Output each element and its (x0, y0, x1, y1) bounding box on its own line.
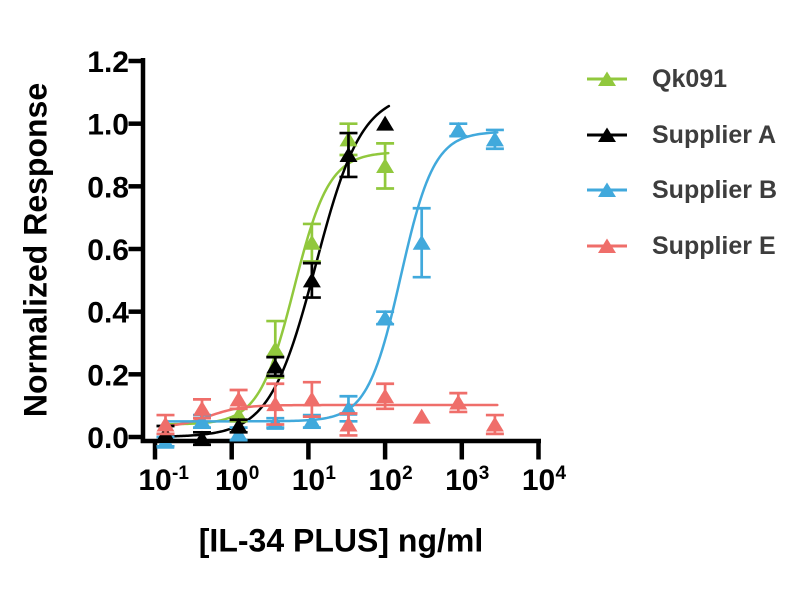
y-tick-label: 0.4 (87, 297, 129, 330)
data-point-triangle-icon (412, 234, 431, 250)
x-tick-label-exponent: 2 (402, 463, 413, 484)
data-point-triangle-icon (412, 408, 431, 424)
y-tick-label: 1.2 (87, 46, 129, 79)
data-point-triangle-icon (485, 131, 504, 147)
data-point-triangle-icon (229, 407, 248, 423)
data-point-triangle-icon (339, 416, 358, 432)
x-tick-label-exponent: 1 (325, 463, 336, 484)
data-point-triangle-icon (376, 309, 395, 325)
data-point-triangle-icon (193, 413, 212, 429)
data-point-triangle-icon (449, 121, 468, 137)
data-point-triangle-icon (302, 391, 321, 407)
data-point-triangle-icon (266, 396, 285, 412)
x-tick-label-exponent: 4 (556, 463, 567, 484)
y-axis-title: Normalized Response (17, 82, 54, 418)
y-tick-label: 0.2 (87, 359, 129, 392)
axes: 0.00.20.40.60.81.01.210 -1 10 0 10 1 10 2 10 3 10 4 (87, 46, 566, 497)
series-supplier-e (156, 380, 504, 437)
data-point-triangle-icon (266, 341, 285, 357)
data-point-triangle-icon (229, 391, 248, 407)
data-point-triangle-icon (339, 400, 358, 416)
data-point-triangle-icon (156, 416, 175, 432)
data-point-triangle-icon (376, 157, 395, 173)
x-tick-label-base: 10 (215, 464, 248, 497)
x-axis-title: [IL-34 PLUS] ng/ml (198, 522, 484, 559)
fit-curve-supplier-b (164, 131, 499, 423)
data-point-triangle-icon (193, 400, 212, 416)
y-tick-label: 0.0 (87, 422, 129, 455)
x-tick-label-base: 10 (138, 464, 171, 497)
x-tick-label-exponent: 3 (479, 463, 490, 484)
data-point-triangle-icon (376, 388, 395, 404)
data-point-triangle-icon (302, 234, 321, 250)
x-tick-label-exponent: 0 (249, 463, 260, 484)
x-tick-label-base: 10 (292, 464, 325, 497)
data-point-triangle-icon (302, 272, 321, 288)
data-point-triangle-icon (449, 394, 468, 410)
fit-curve-supplier-e (164, 403, 499, 428)
x-tick-label-base: 10 (445, 464, 478, 497)
data-point-triangle-icon (193, 430, 212, 446)
data-point-triangle-icon (376, 115, 395, 131)
x-tick-label-exponent: -1 (172, 463, 189, 484)
data-point-triangle-icon (485, 416, 504, 432)
data-point-triangle-icon (302, 413, 321, 429)
y-tick-label: 0.6 (87, 234, 129, 267)
y-tick-label: 0.8 (87, 171, 129, 204)
y-tick-label: 1.0 (87, 109, 129, 142)
x-tick-label-base: 10 (522, 464, 555, 497)
x-tick-label-base: 10 (368, 464, 401, 497)
data-point-triangle-icon (229, 418, 248, 434)
data-point-triangle-icon (266, 358, 285, 374)
data-point-triangle-icon (339, 147, 358, 163)
